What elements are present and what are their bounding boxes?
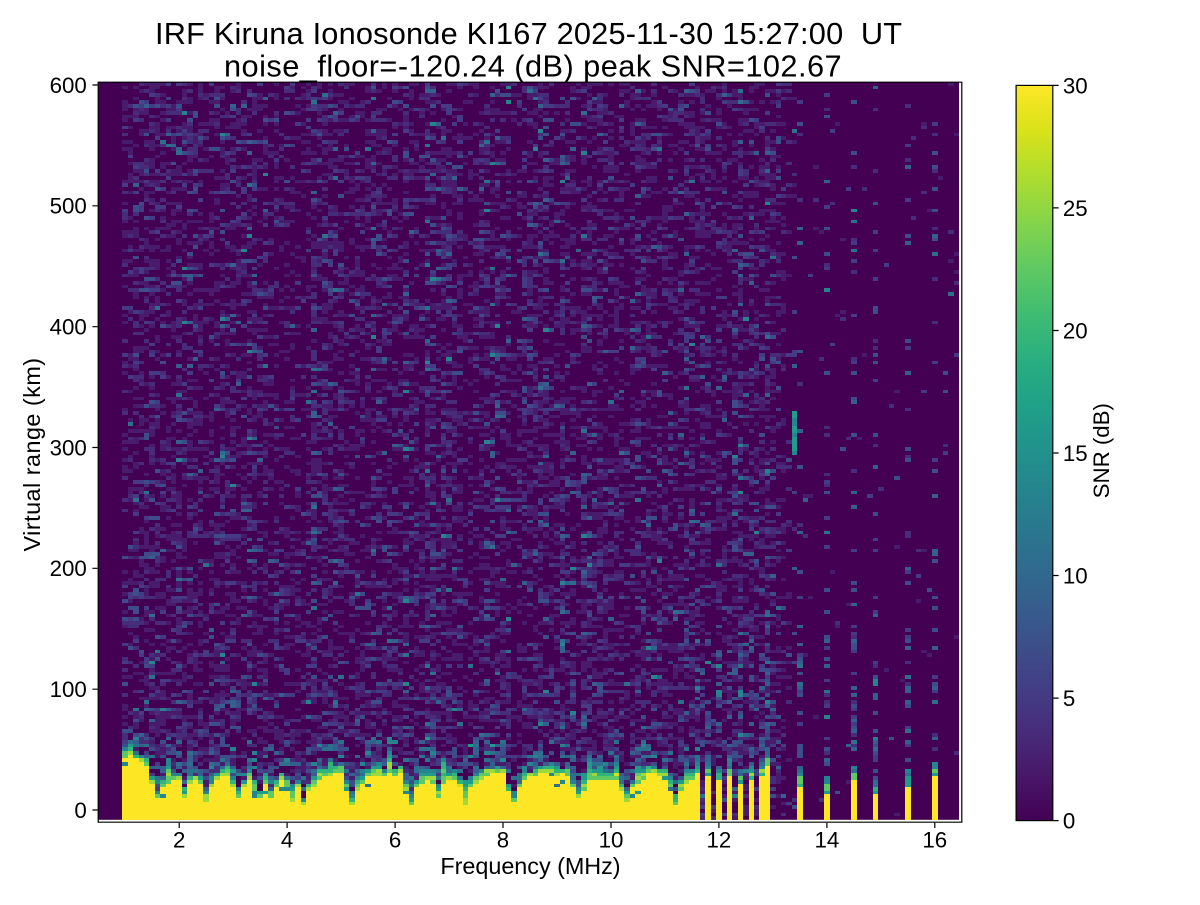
- svg-text:8: 8: [497, 827, 509, 852]
- svg-text:SNR (dB): SNR (dB): [1089, 403, 1114, 498]
- svg-text:4: 4: [281, 827, 293, 852]
- svg-text:100: 100: [50, 677, 87, 702]
- svg-text:12: 12: [706, 827, 731, 852]
- svg-text:10: 10: [1063, 563, 1088, 588]
- svg-text:400: 400: [50, 315, 87, 340]
- svg-text:600: 600: [50, 73, 87, 98]
- svg-text:16: 16: [922, 827, 947, 852]
- svg-text:10: 10: [599, 827, 624, 852]
- svg-text:6: 6: [389, 827, 401, 852]
- svg-text:0: 0: [74, 798, 86, 823]
- svg-text:Virtual range (km): Virtual range (km): [19, 358, 45, 552]
- svg-text:15: 15: [1063, 441, 1088, 466]
- svg-text:IRF Kiruna Ionosonde KI167 202: IRF Kiruna Ionosonde KI167 2025-11-30 15…: [155, 16, 902, 51]
- svg-text:Frequency (MHz): Frequency (MHz): [440, 853, 620, 879]
- svg-text:20: 20: [1063, 318, 1088, 343]
- svg-text:300: 300: [50, 435, 87, 460]
- svg-text:2: 2: [173, 827, 185, 852]
- svg-text:200: 200: [50, 556, 87, 581]
- svg-text:0: 0: [1063, 809, 1075, 834]
- svg-text:25: 25: [1063, 196, 1088, 221]
- svg-text:noise_floor=-120.24 (dB) peak: noise_floor=-120.24 (dB) peak SNR=102.67: [224, 48, 842, 83]
- svg-text:14: 14: [814, 827, 839, 852]
- svg-text:500: 500: [50, 194, 87, 219]
- svg-text:5: 5: [1063, 686, 1075, 711]
- svg-text:30: 30: [1063, 73, 1088, 98]
